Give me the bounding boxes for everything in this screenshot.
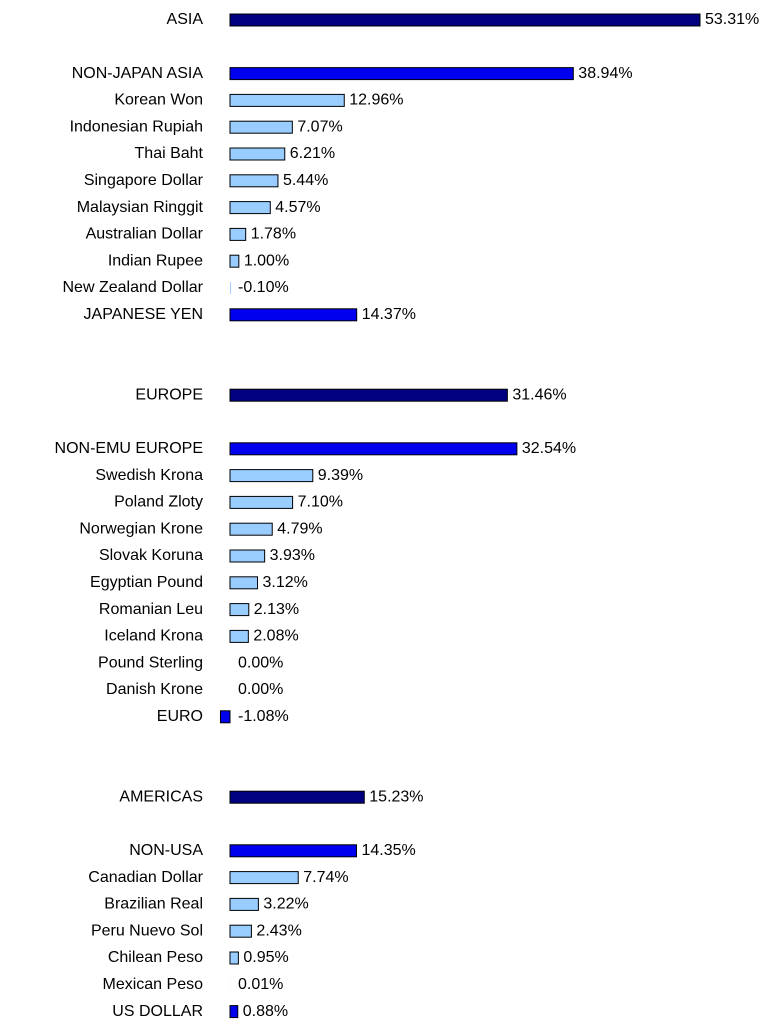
bar [230, 630, 248, 642]
bar [230, 309, 357, 321]
category-label: Indonesian Rupiah [70, 118, 203, 135]
value-label: 3.22% [263, 896, 308, 913]
value-label: -1.08% [238, 708, 289, 725]
category-label: Norwegian Krone [79, 520, 203, 537]
category-label: Danish Krone [106, 681, 203, 698]
value-label: 2.13% [254, 601, 299, 618]
value-label: 5.44% [283, 172, 328, 189]
value-label: 2.43% [256, 922, 301, 939]
bar [230, 577, 258, 589]
bar [230, 202, 270, 214]
category-label: Pound Sterling [98, 654, 203, 671]
value-label: 4.57% [275, 199, 320, 216]
bar [230, 94, 344, 106]
bar [230, 389, 507, 401]
bar [230, 550, 265, 562]
category-label: Malaysian Ringgit [77, 199, 204, 216]
category-label: Korean Won [114, 92, 203, 109]
value-label: 53.31% [705, 11, 759, 28]
value-label: 14.35% [362, 842, 416, 859]
bar [230, 523, 272, 535]
category-label: EURO [157, 708, 203, 725]
category-label: JAPANESE YEN [84, 306, 203, 323]
category-label: Indian Rupee [108, 252, 203, 269]
bar [230, 604, 249, 616]
value-label: 7.10% [298, 494, 343, 511]
value-label: 3.93% [270, 547, 315, 564]
value-label: 7.74% [303, 869, 348, 886]
category-label: ASIA [167, 11, 204, 28]
category-label: Brazilian Real [104, 896, 203, 913]
value-label: 1.78% [251, 226, 296, 243]
category-label: Chilean Peso [108, 949, 203, 966]
category-label: Poland Zloty [114, 494, 203, 511]
category-label: NON-USA [129, 842, 203, 859]
category-label: EUROPE [135, 386, 203, 403]
bar [230, 175, 278, 187]
category-label: Swedish Krona [95, 467, 203, 484]
bar [230, 228, 246, 240]
value-label: 2.08% [253, 628, 298, 645]
value-label: 0.01% [238, 976, 283, 993]
value-label: 31.46% [512, 386, 566, 403]
value-label: 4.79% [277, 520, 322, 537]
category-label: US DOLLAR [112, 1003, 203, 1020]
value-label: 0.00% [238, 654, 283, 671]
bar [230, 845, 357, 857]
value-label: 3.12% [263, 574, 308, 591]
category-label: Romanian Leu [99, 601, 203, 618]
category-label: Mexican Peso [103, 976, 204, 993]
category-label: AMERICAS [119, 788, 203, 805]
category-label: Slovak Koruna [99, 547, 203, 564]
value-label: 15.23% [369, 788, 423, 805]
category-label: NON-JAPAN ASIA [72, 65, 204, 82]
bar [230, 925, 251, 937]
bar [230, 872, 298, 884]
value-label: 12.96% [349, 92, 403, 109]
value-label: 38.94% [578, 65, 632, 82]
bar [230, 791, 364, 803]
category-label: NON-EMU EUROPE [55, 440, 203, 457]
value-label: 6.21% [290, 145, 335, 162]
value-label: -0.10% [238, 279, 289, 296]
bar [230, 68, 573, 80]
value-label: 1.00% [244, 252, 289, 269]
value-label: 14.37% [362, 306, 416, 323]
category-label: Egyptian Pound [90, 574, 203, 591]
bar [220, 711, 230, 723]
bar [230, 121, 292, 133]
value-label: 32.54% [522, 440, 576, 457]
category-label: New Zealand Dollar [62, 279, 203, 296]
bar [230, 443, 517, 455]
bar [230, 255, 239, 267]
value-label: 0.95% [243, 949, 288, 966]
bar [230, 148, 285, 160]
category-label: Iceland Krona [104, 628, 203, 645]
category-label: Thai Baht [135, 145, 204, 162]
value-label: 9.39% [318, 467, 363, 484]
bar [230, 952, 238, 964]
value-label: 7.07% [297, 118, 342, 135]
bar [230, 282, 231, 294]
bar [230, 496, 293, 508]
value-label: 0.88% [243, 1003, 288, 1020]
category-label: Singapore Dollar [84, 172, 204, 189]
bar [230, 14, 700, 26]
bar [230, 898, 258, 910]
category-label: Canadian Dollar [88, 869, 203, 886]
bar [230, 470, 313, 482]
value-label: 0.00% [238, 681, 283, 698]
category-label: Peru Nuevo Sol [91, 922, 203, 939]
bar [230, 1006, 238, 1018]
category-label: Australian Dollar [86, 226, 204, 243]
